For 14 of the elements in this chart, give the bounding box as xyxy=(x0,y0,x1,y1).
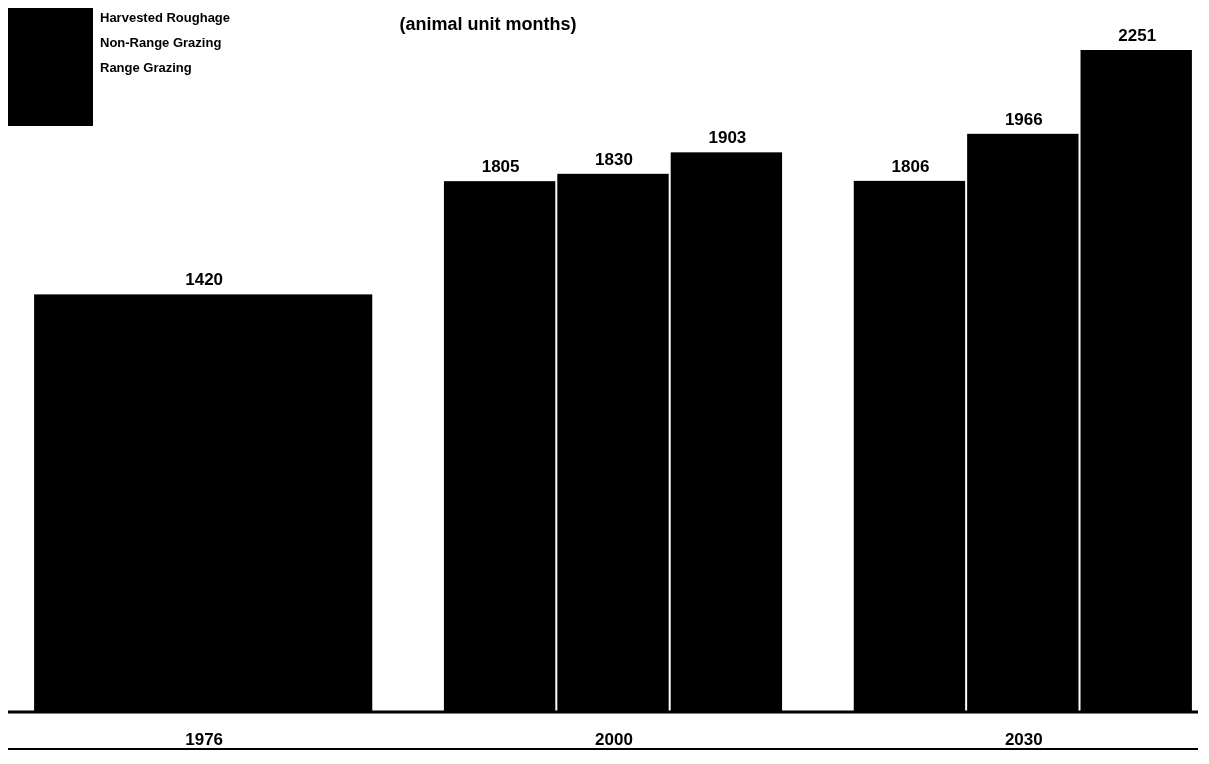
annotation: Non-Range Grazing xyxy=(100,35,222,50)
x-tick-label: 1976 xyxy=(185,730,224,749)
data-label: 2251 xyxy=(1118,26,1157,45)
data-label: 1806 xyxy=(891,156,930,176)
chart-title: (animal unit months) xyxy=(399,14,577,34)
data-label: 1903 xyxy=(708,128,747,148)
data-label: 1830 xyxy=(595,149,633,169)
data-label: 1805 xyxy=(481,157,520,177)
x-tick-label: 2030 xyxy=(1004,730,1043,749)
annotation: Range Grazing xyxy=(100,60,192,75)
data-label: 1966 xyxy=(1004,109,1043,129)
text: Harvested Roughage xyxy=(100,10,231,25)
data-label: 1420 xyxy=(185,270,224,290)
x-tick-label: 2000 xyxy=(595,730,633,749)
